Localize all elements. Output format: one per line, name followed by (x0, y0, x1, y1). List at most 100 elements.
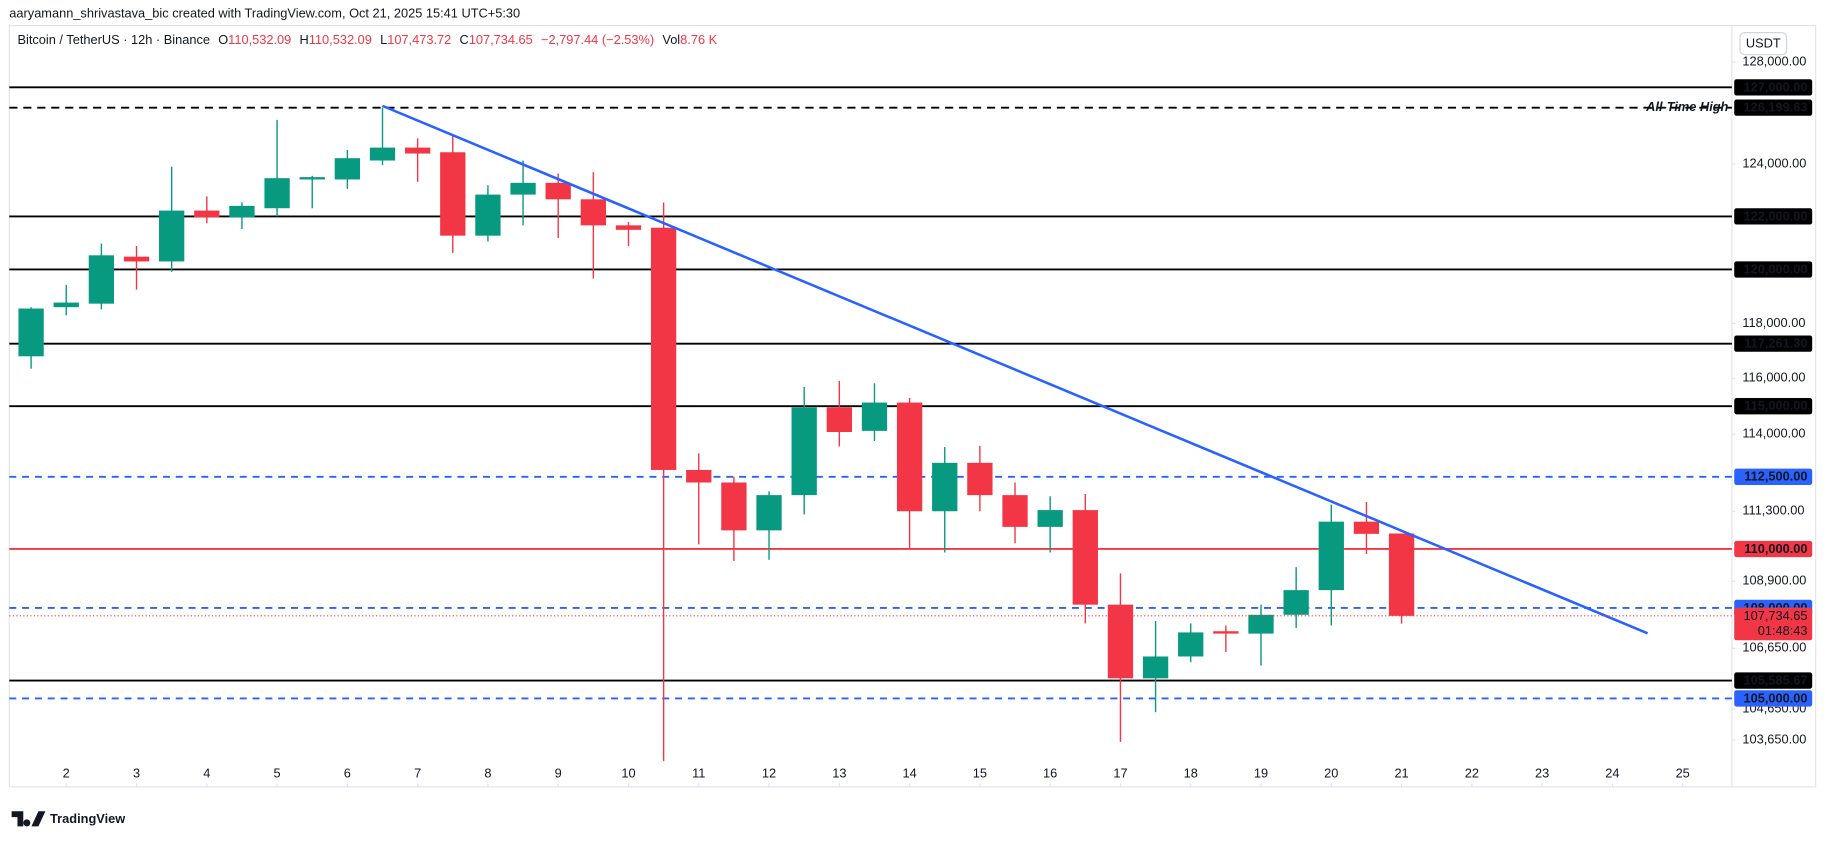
x-tick-label: 21 (1394, 765, 1408, 780)
level-note: All-Time High (1645, 99, 1728, 114)
last-price-box (1734, 607, 1813, 641)
vol-value: 8.76 K (680, 32, 717, 47)
level-label: 127,000.00 (1743, 79, 1807, 94)
candle-body (229, 205, 255, 218)
level-label: 105,585.67 (1743, 673, 1807, 688)
x-tick-label: 17 (1113, 765, 1127, 780)
candle-body (791, 407, 817, 496)
x-tick-label: 4 (203, 765, 210, 780)
y-tick-label: 108,900.00 (1742, 573, 1806, 588)
open-key: O (218, 32, 228, 47)
candle-body (1353, 521, 1380, 534)
y-tick-label: 103,650.00 (1742, 731, 1806, 746)
close-value: 107,734.65 (469, 32, 533, 47)
x-tick-label: 15 (973, 765, 987, 780)
candle-body (475, 194, 501, 236)
candle-body (580, 199, 606, 226)
credit: aaryamann_shrivastava_bic created with T… (9, 5, 520, 20)
level-label-box (1734, 261, 1813, 278)
currency[interactable]: USDT (1746, 36, 1781, 51)
level-label: 126,199.63 (1743, 100, 1807, 115)
trendline (382, 104, 1649, 635)
candle-body (615, 225, 642, 230)
level-label: 120,000.00 (1743, 261, 1807, 276)
candle-body (1002, 495, 1028, 527)
candle-body (932, 462, 958, 512)
candle-body (1283, 590, 1309, 615)
x-tick-label: 5 (274, 765, 281, 780)
candle-body (1178, 632, 1204, 657)
level-label-box (1734, 79, 1813, 96)
currency-box[interactable] (1739, 32, 1788, 56)
x-tick-label: 12 (762, 765, 776, 780)
x-tick-label: 3 (133, 765, 140, 780)
candle-body (88, 255, 115, 304)
legend: Bitcoin / TetherUS · 12h · Binance O110,… (17, 32, 717, 47)
x-tick-label: 9 (555, 765, 562, 780)
x-tick-label: 23 (1535, 765, 1549, 780)
candle-body (756, 495, 782, 531)
candle-body (721, 482, 747, 531)
candle-body (1142, 656, 1169, 679)
x-tick-label: 19 (1254, 765, 1268, 780)
level-label-box (1734, 468, 1813, 485)
candle-body (686, 469, 712, 483)
candle-body (334, 158, 361, 180)
vol-key: Vol (662, 32, 680, 47)
x-tick-label: 14 (902, 765, 916, 780)
open-value: 110,532.09 (228, 32, 291, 47)
candle-body (18, 308, 44, 357)
price-axis: 128,000.00 124,000.00 118,000.00 116,000.00… (1731, 54, 1813, 746)
y-tick-label: 124,000.00 (1742, 156, 1806, 171)
candle-body (159, 210, 185, 262)
x-tick-label: 11 (692, 765, 705, 780)
level-label: 105,000.00 (1743, 690, 1807, 705)
low-key: L (380, 32, 387, 47)
low-value: 107,473.72 (387, 32, 451, 47)
logo: TradingView (11, 811, 125, 827)
x-tick-label: 13 (832, 765, 846, 780)
candle-body (1072, 510, 1098, 605)
candle-body (53, 302, 79, 308)
level-label-box (1734, 208, 1813, 225)
y-tick-label: 111,300.00 (1742, 503, 1804, 518)
x-tick-label: 7 (414, 765, 421, 780)
candle-body (510, 182, 536, 195)
x-tick-label: 24 (1605, 765, 1619, 780)
candle-body (1318, 521, 1344, 591)
level-label-box (1734, 99, 1813, 116)
candle-body (1107, 604, 1134, 679)
level-label-box (1734, 335, 1813, 352)
y-tick-label: 116,000.00 (1742, 370, 1805, 385)
candle-body (1037, 510, 1063, 527)
candle-body (1213, 631, 1239, 634)
x-tick-label: 2 (63, 765, 70, 780)
candle-body (1388, 533, 1415, 616)
plot: 2 3 4 5 6 7 8 9 10 11 12 13 14 15 16 17 18 19 20 21 22 23 24 25… (9, 86, 1732, 787)
change: −2,797.44 (−2.53%) (541, 32, 654, 47)
high-value: 110,532.09 (309, 32, 372, 47)
level-label-box (1734, 672, 1813, 689)
candle-body (861, 402, 888, 431)
level-label: 117,261.30 (1744, 336, 1807, 351)
logo-icon (11, 811, 46, 827)
level-label-box (1734, 398, 1813, 415)
x-tick-label: 22 (1465, 765, 1479, 780)
level-label: 110,000.00 (1744, 541, 1807, 556)
x-tick-label: 10 (621, 765, 635, 780)
candle-body (194, 210, 220, 218)
countdown: 01:48:43 (1758, 623, 1808, 638)
close-key: C (459, 32, 468, 47)
level-label-box (1734, 540, 1813, 558)
x-tick-label: 8 (484, 765, 491, 780)
y-tick-label: 118,000.00 (1742, 315, 1805, 330)
y-tick-label: 128,000.00 (1742, 54, 1806, 69)
y-tick-label: 114,000.00 (1742, 426, 1805, 441)
level-label-box (1734, 690, 1813, 707)
last-price-label: 107,734.65 (1743, 608, 1807, 623)
candle-body (440, 152, 466, 236)
candle-body (369, 147, 396, 161)
candle-body (123, 256, 150, 262)
candle-body (650, 227, 677, 470)
